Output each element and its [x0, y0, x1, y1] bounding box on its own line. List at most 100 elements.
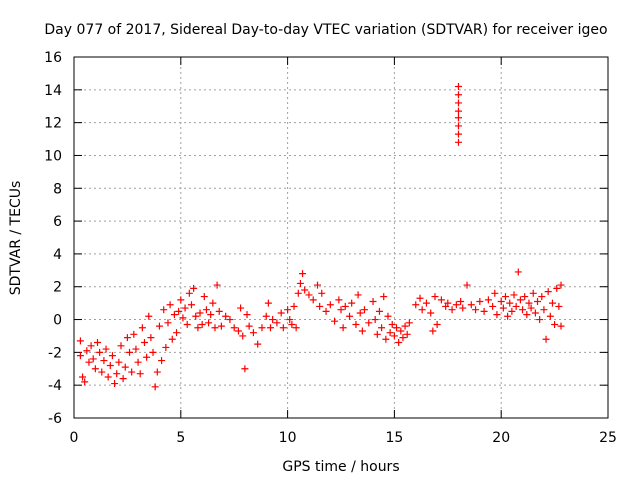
data-point: [81, 378, 89, 386]
data-point: [403, 330, 411, 338]
data-point: [335, 296, 343, 304]
data-point: [121, 363, 129, 371]
data-point: [548, 299, 556, 307]
data-point: [130, 330, 138, 338]
data-point: [557, 322, 565, 330]
data-point: [416, 294, 424, 302]
data-point: [288, 320, 296, 328]
y-tick-label: 4: [53, 247, 62, 263]
data-point: [339, 324, 347, 332]
data-point: [209, 299, 217, 307]
data-point: [279, 324, 287, 332]
data-point: [254, 340, 262, 348]
data-point: [454, 138, 462, 146]
data-point: [365, 319, 373, 327]
y-tick-label: 14: [44, 83, 62, 99]
data-point: [557, 281, 565, 289]
data-point: [264, 299, 272, 307]
data-point: [269, 316, 277, 324]
data-point: [431, 293, 439, 301]
data-points: [76, 83, 565, 391]
data-point: [170, 311, 178, 319]
data-point: [393, 324, 401, 332]
data-point: [527, 304, 535, 312]
data-point: [160, 306, 168, 314]
data-point: [294, 289, 302, 297]
data-point: [352, 320, 360, 328]
data-point: [76, 352, 84, 360]
data-point: [390, 332, 398, 340]
x-tick-label: 15: [385, 430, 403, 446]
data-point: [531, 309, 539, 317]
data-point: [226, 316, 234, 324]
data-point: [243, 311, 251, 319]
data-point: [491, 289, 499, 297]
data-point: [102, 345, 110, 353]
data-point: [354, 291, 362, 299]
data-point: [546, 312, 554, 320]
data-point: [551, 320, 559, 328]
data-point: [190, 284, 198, 292]
data-point: [213, 281, 221, 289]
data-point: [149, 348, 157, 356]
data-point: [454, 91, 462, 99]
data-point: [126, 348, 134, 356]
data-point: [155, 322, 163, 330]
data-point: [194, 324, 202, 332]
y-tick-label: -4: [48, 378, 62, 394]
data-point: [299, 270, 307, 278]
data-point: [448, 306, 456, 314]
y-tick-label: 16: [44, 50, 62, 66]
data-point: [358, 327, 366, 335]
data-point: [529, 289, 537, 297]
data-point: [375, 307, 383, 315]
data-point: [98, 368, 106, 376]
data-point: [397, 327, 405, 335]
data-point: [215, 307, 223, 315]
data-point: [544, 288, 552, 296]
data-point: [412, 301, 420, 309]
data-point: [153, 368, 161, 376]
data-point: [536, 316, 544, 324]
data-point: [301, 286, 309, 294]
data-point: [211, 324, 219, 332]
data-point: [484, 296, 492, 304]
data-point: [93, 339, 101, 347]
data-point: [234, 327, 242, 335]
data-point: [454, 114, 462, 122]
data-point: [123, 334, 131, 342]
data-point: [380, 293, 388, 301]
data-point: [145, 312, 153, 320]
data-point: [437, 296, 445, 304]
data-point: [399, 334, 407, 342]
data-point: [181, 304, 189, 312]
data-point: [348, 299, 356, 307]
data-point: [454, 107, 462, 115]
data-point: [356, 309, 364, 317]
data-point: [452, 301, 460, 309]
x-tick-label: 10: [279, 430, 297, 446]
data-point: [175, 307, 183, 315]
data-point: [493, 311, 501, 319]
data-point: [143, 353, 151, 361]
data-point: [138, 324, 146, 332]
data-point: [177, 296, 185, 304]
data-point: [140, 339, 148, 347]
data-point: [187, 301, 195, 309]
data-point: [284, 306, 292, 314]
y-tick-label: -6: [48, 411, 62, 427]
data-point: [273, 319, 281, 327]
data-point: [83, 347, 91, 355]
data-point: [360, 306, 368, 314]
data-point: [100, 357, 108, 365]
data-point: [422, 299, 430, 307]
data-point: [96, 348, 104, 356]
data-point: [198, 320, 206, 328]
data-point: [497, 297, 505, 305]
data-point: [222, 312, 230, 320]
data-point: [538, 293, 546, 301]
data-point: [514, 268, 522, 276]
grid-lines: [74, 57, 608, 418]
data-point: [164, 319, 172, 327]
data-point: [151, 383, 159, 391]
